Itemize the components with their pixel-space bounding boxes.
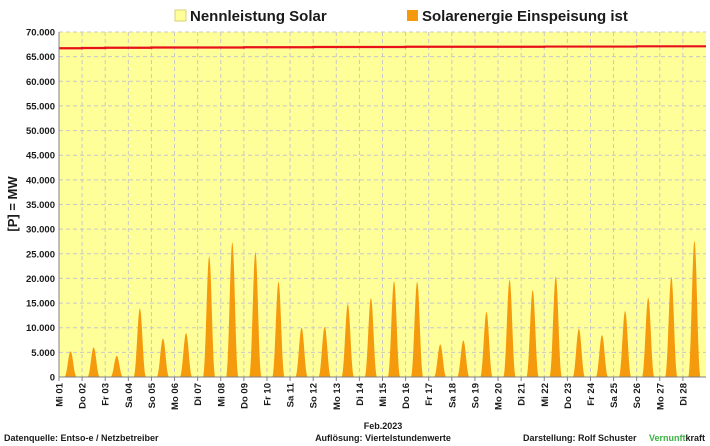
x-tick-label: Sa 04: [124, 382, 135, 408]
legend-label-capacity: Nennleistung Solar: [190, 8, 327, 25]
legend-label-feed: Solarenergie Einspeisung ist: [422, 8, 628, 25]
feed-area-layer: [64, 240, 701, 377]
feed-peak: [318, 326, 331, 377]
x-tick-label: Di 28: [678, 383, 689, 406]
feed-peak: [688, 240, 701, 377]
y-tick-label: 35.000: [26, 200, 55, 211]
x-tick-label: Sa 25: [609, 382, 620, 408]
y-tick-label: 0: [50, 373, 55, 384]
legend: Nennleistung Solar Solarenergie Einspeis…: [174, 8, 628, 25]
feed-peak: [156, 338, 170, 377]
feed-peak: [133, 308, 147, 377]
x-tick-label: Fr 03: [101, 383, 112, 406]
x-tick-label: So 26: [632, 383, 643, 408]
x-tick-label: So 19: [470, 383, 481, 408]
y-tick-label: 65.000: [26, 52, 55, 63]
feed-peak: [179, 333, 193, 377]
feed-peak: [572, 328, 586, 377]
capacity-line-layer: [59, 45, 706, 50]
y-tick-label: 10.000: [26, 323, 55, 334]
feed-peak: [87, 347, 100, 377]
feed-peak: [410, 281, 424, 377]
y-tick-label: 60.000: [26, 77, 55, 88]
x-tick-label: Mo 13: [332, 383, 343, 410]
x-tick-label: Do 23: [563, 383, 574, 409]
feed-peak: [64, 351, 77, 377]
feed-peak: [202, 256, 216, 377]
x-tick-label: Di 14: [355, 382, 366, 405]
x-tick-label: Fr 24: [586, 382, 597, 405]
feed-peak: [110, 355, 124, 377]
capacity-line: [59, 45, 706, 50]
x-axis-title: Feb.2023: [364, 421, 403, 431]
y-tick-label: 45.000: [26, 151, 55, 162]
x-tick-label: So 12: [309, 383, 320, 408]
legend-swatch-feed: [407, 10, 418, 21]
y-tick-label: 25.000: [26, 249, 55, 260]
feed-peak: [526, 290, 539, 377]
y-axis-title: [P] = MW: [5, 176, 20, 232]
feed-peak: [549, 276, 563, 377]
y-tick-label: 50.000: [26, 126, 55, 137]
feed-peak: [457, 340, 470, 377]
feed-peak: [665, 276, 678, 377]
x-tick-label: Mi 01: [55, 382, 66, 406]
feed-peak: [480, 311, 493, 377]
x-tick-label: Do 02: [78, 383, 89, 409]
feed-peak: [595, 335, 609, 377]
x-tick-label: Mi 15: [378, 382, 389, 406]
feed-peak: [503, 279, 516, 377]
x-tick-label: Fr 17: [424, 383, 435, 406]
grid-layer: [59, 31, 706, 377]
x-tick-label: Mi 08: [216, 383, 227, 407]
y-tick-label: 70.000: [26, 28, 55, 39]
footer-author: Darstellung: Rolf Schuster Vernunftkraft: [523, 433, 705, 443]
x-tick-label: Di 21: [517, 382, 528, 405]
x-tick-label: Mo 06: [170, 383, 181, 410]
footer-author-prefix: Darstellung: Rolf Schuster: [523, 433, 637, 443]
feed-peak: [618, 310, 632, 377]
feed-peak: [641, 297, 655, 377]
feed-peak: [272, 281, 285, 377]
feed-peak: [434, 344, 447, 377]
x-axis-ticks: Mi 01 Do 02 Fr 03 Sa 04 So 05 Mo 06 Di 07 Mi 08…: [55, 377, 689, 410]
x-tick-label: Mo 20: [494, 383, 505, 410]
legend-swatch-capacity: [174, 9, 187, 22]
x-tick-label: Do 16: [401, 383, 412, 409]
y-axis-ticks: 0 5.000 10.000 15.000 20.000 25.000 30.000 35.0…: [26, 28, 55, 384]
x-tick-label: Di 07: [193, 383, 204, 406]
feed-peak: [295, 327, 308, 377]
x-tick-label: Do 09: [239, 383, 250, 409]
x-tick-label: Sa 11: [286, 382, 297, 407]
y-tick-label: 40.000: [26, 175, 55, 186]
x-tick-label: Sa 18: [447, 383, 458, 408]
x-tick-label: Mo 27: [655, 383, 666, 410]
y-tick-label: 55.000: [26, 101, 55, 112]
footer-source: Datenquelle: Entso-e / Netzbetreiber: [4, 433, 159, 443]
footer-resolution: Auflösung: Viertelstundenwerte: [315, 433, 451, 443]
feed-peak: [341, 304, 355, 377]
y-tick-label: 5.000: [31, 348, 55, 359]
footer-brand-green: Vernunft: [649, 433, 686, 443]
x-tick-label: Mi 22: [540, 383, 551, 407]
y-tick-label: 15.000: [26, 299, 55, 310]
y-tick-label: 20.000: [26, 274, 55, 285]
footer-brand-black: kraft: [686, 433, 706, 443]
y-tick-label: 30.000: [26, 225, 55, 236]
feed-peak: [249, 252, 262, 377]
x-tick-label: Fr 10: [262, 383, 273, 406]
feed-peak: [226, 242, 239, 377]
x-tick-label: So 05: [147, 382, 158, 408]
feed-peak: [387, 281, 401, 377]
feed-peak: [364, 298, 378, 377]
